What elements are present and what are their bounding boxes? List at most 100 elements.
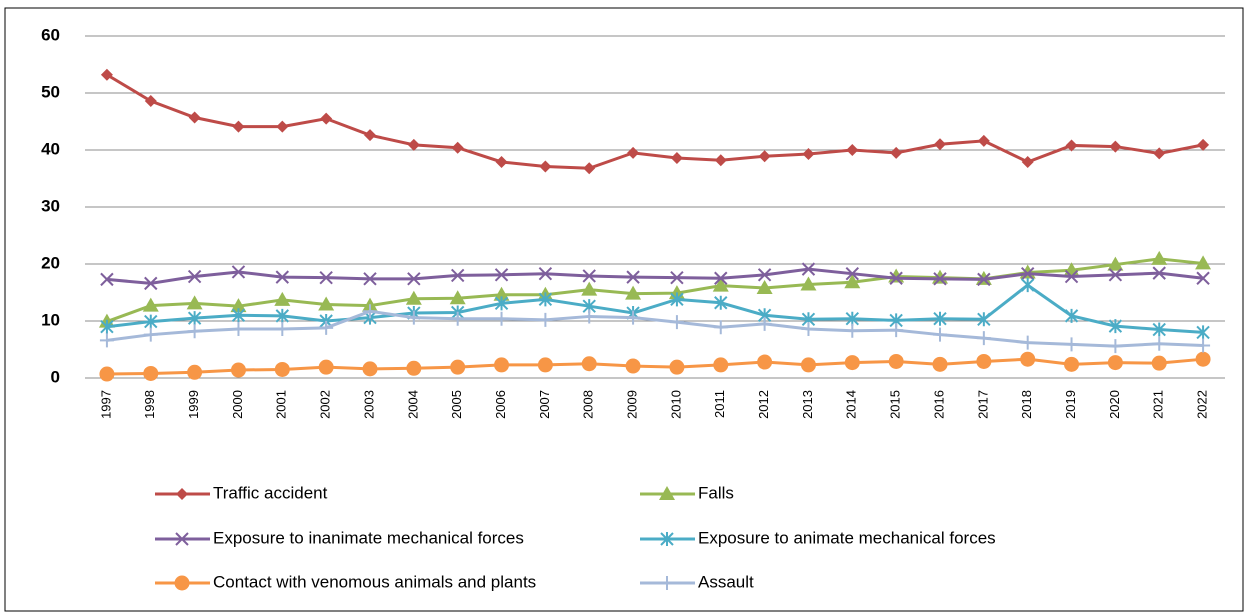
marker	[1197, 138, 1210, 151]
x-tick-label: 2008	[581, 390, 596, 419]
x-tick-label: 2010	[668, 390, 683, 419]
marker	[100, 68, 113, 81]
marker	[405, 290, 422, 305]
marker	[143, 327, 158, 342]
marker	[976, 331, 991, 346]
marker	[450, 359, 466, 375]
x-tick-label: 2021	[1151, 390, 1166, 419]
chart-frame	[4, 7, 1244, 612]
marker	[933, 311, 947, 326]
marker	[582, 309, 597, 324]
legend-label: Contact with venomous animals and plants	[213, 572, 536, 591]
marker	[274, 291, 291, 306]
marker	[933, 272, 947, 286]
x-tick-label: 2000	[230, 390, 245, 419]
marker	[1108, 339, 1123, 354]
legend-label: Exposure to inanimate mechanical forces	[213, 528, 524, 547]
marker	[318, 296, 335, 311]
marker	[1152, 322, 1166, 337]
y-tick-label: 10	[41, 310, 60, 329]
marker	[175, 532, 189, 546]
marker	[977, 272, 991, 287]
x-tick-label: 2014	[844, 390, 859, 419]
marker	[406, 360, 422, 376]
marker	[976, 353, 992, 369]
marker	[538, 266, 553, 281]
marker	[100, 319, 114, 334]
marker	[932, 356, 948, 372]
x-tick-label: 2001	[274, 390, 289, 419]
marker	[889, 323, 904, 338]
marker	[538, 312, 553, 327]
marker	[1196, 338, 1211, 353]
marker	[275, 321, 290, 336]
marker	[846, 144, 859, 156]
x-tick-label: 2022	[1195, 390, 1210, 419]
marker	[144, 314, 158, 329]
marker	[626, 270, 640, 284]
marker	[844, 355, 860, 371]
marker	[890, 146, 903, 159]
marker	[889, 271, 903, 285]
marker	[1020, 278, 1035, 293]
marker	[494, 311, 509, 326]
x-tick-label: 2004	[405, 390, 420, 419]
marker	[1020, 351, 1036, 367]
marker	[1064, 337, 1079, 352]
marker	[888, 353, 904, 369]
marker	[1153, 147, 1166, 160]
marker	[801, 321, 816, 336]
marker	[1064, 269, 1079, 284]
marker	[977, 134, 990, 147]
marker	[319, 320, 334, 335]
marker	[1107, 355, 1123, 371]
marker	[362, 361, 378, 377]
marker	[975, 270, 992, 285]
marker	[844, 274, 861, 289]
marker	[977, 312, 991, 327]
marker	[801, 262, 816, 276]
marker	[845, 323, 860, 338]
marker	[756, 279, 773, 294]
marker	[669, 315, 684, 330]
marker	[538, 292, 553, 307]
marker	[670, 292, 684, 307]
marker	[275, 308, 290, 323]
marker	[1151, 250, 1168, 265]
marker	[100, 272, 114, 287]
marker	[1021, 155, 1034, 168]
marker	[1064, 356, 1080, 372]
x-tick-label: 1997	[98, 390, 113, 419]
marker	[1020, 335, 1035, 350]
marker	[626, 310, 641, 325]
marker	[714, 271, 728, 285]
x-tick-label: 2013	[800, 390, 815, 419]
marker	[144, 94, 157, 107]
marker	[802, 147, 815, 160]
marker	[713, 357, 729, 373]
marker	[581, 356, 597, 372]
marker	[187, 311, 202, 326]
marker	[450, 268, 465, 283]
marker	[1065, 139, 1078, 152]
marker	[494, 296, 509, 311]
marker	[758, 150, 771, 163]
marker	[1151, 355, 1167, 371]
marker	[537, 357, 553, 373]
marker	[1107, 256, 1124, 271]
marker	[451, 141, 464, 154]
series-line	[106, 283, 1204, 334]
marker	[1195, 255, 1212, 270]
marker	[188, 111, 201, 124]
marker	[627, 146, 640, 159]
marker	[582, 269, 596, 283]
marker	[232, 120, 245, 133]
y-tick-label: 20	[41, 253, 60, 272]
marker	[757, 316, 772, 331]
marker	[320, 112, 333, 125]
marker	[581, 281, 598, 296]
marker	[186, 295, 203, 310]
marker	[845, 266, 860, 281]
marker	[276, 120, 289, 133]
